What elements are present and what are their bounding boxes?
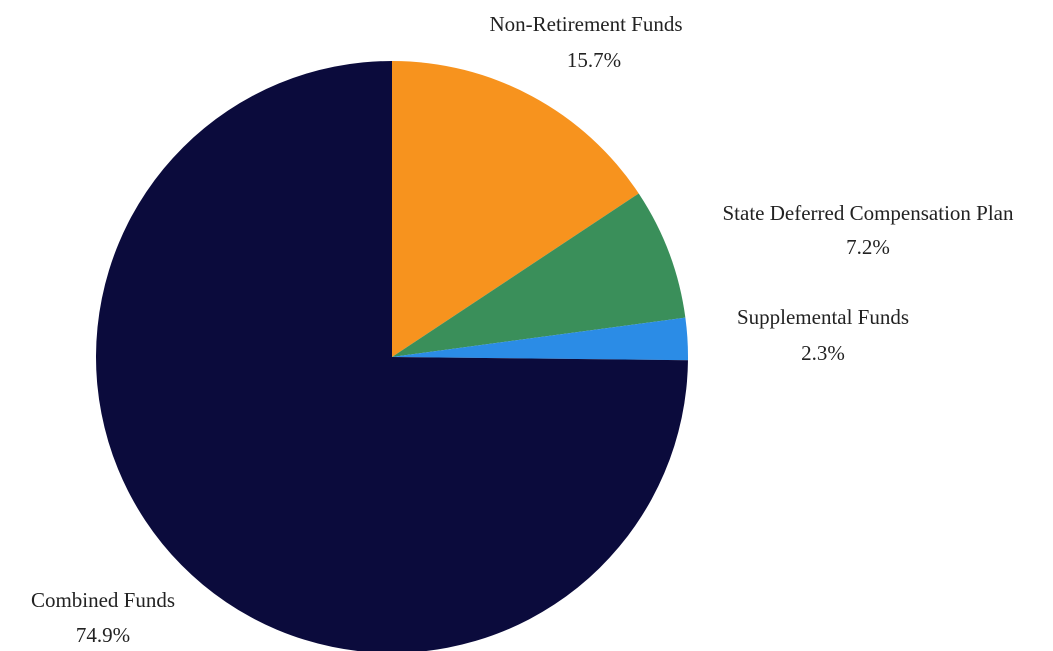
pie-slice-supplemental-funds: [392, 317, 688, 361]
slice-label-state-deferred-compensation-plan: State Deferred Compensation Plan: [722, 201, 1014, 225]
pie-slice-combined-funds: [96, 61, 688, 651]
slice-label-supplemental-funds: Supplemental Funds: [737, 305, 909, 329]
slice-value-combined-funds: 74.9%: [76, 623, 130, 647]
pie-slice-non-retirement-funds: [392, 61, 639, 357]
slice-label-non-retirement-funds: Non-Retirement Funds: [489, 12, 682, 36]
pie-slices: [96, 61, 688, 651]
slice-label-combined-funds: Combined Funds: [31, 588, 175, 612]
pie-labels: Non-Retirement Funds 15.7% State Deferre…: [31, 12, 1014, 647]
slice-value-non-retirement-funds: 15.7%: [567, 48, 621, 72]
slice-value-state-deferred-compensation-plan: 7.2%: [846, 235, 890, 259]
slice-value-supplemental-funds: 2.3%: [801, 341, 845, 365]
pie-slice-state-deferred-compensation-plan: [392, 193, 686, 357]
